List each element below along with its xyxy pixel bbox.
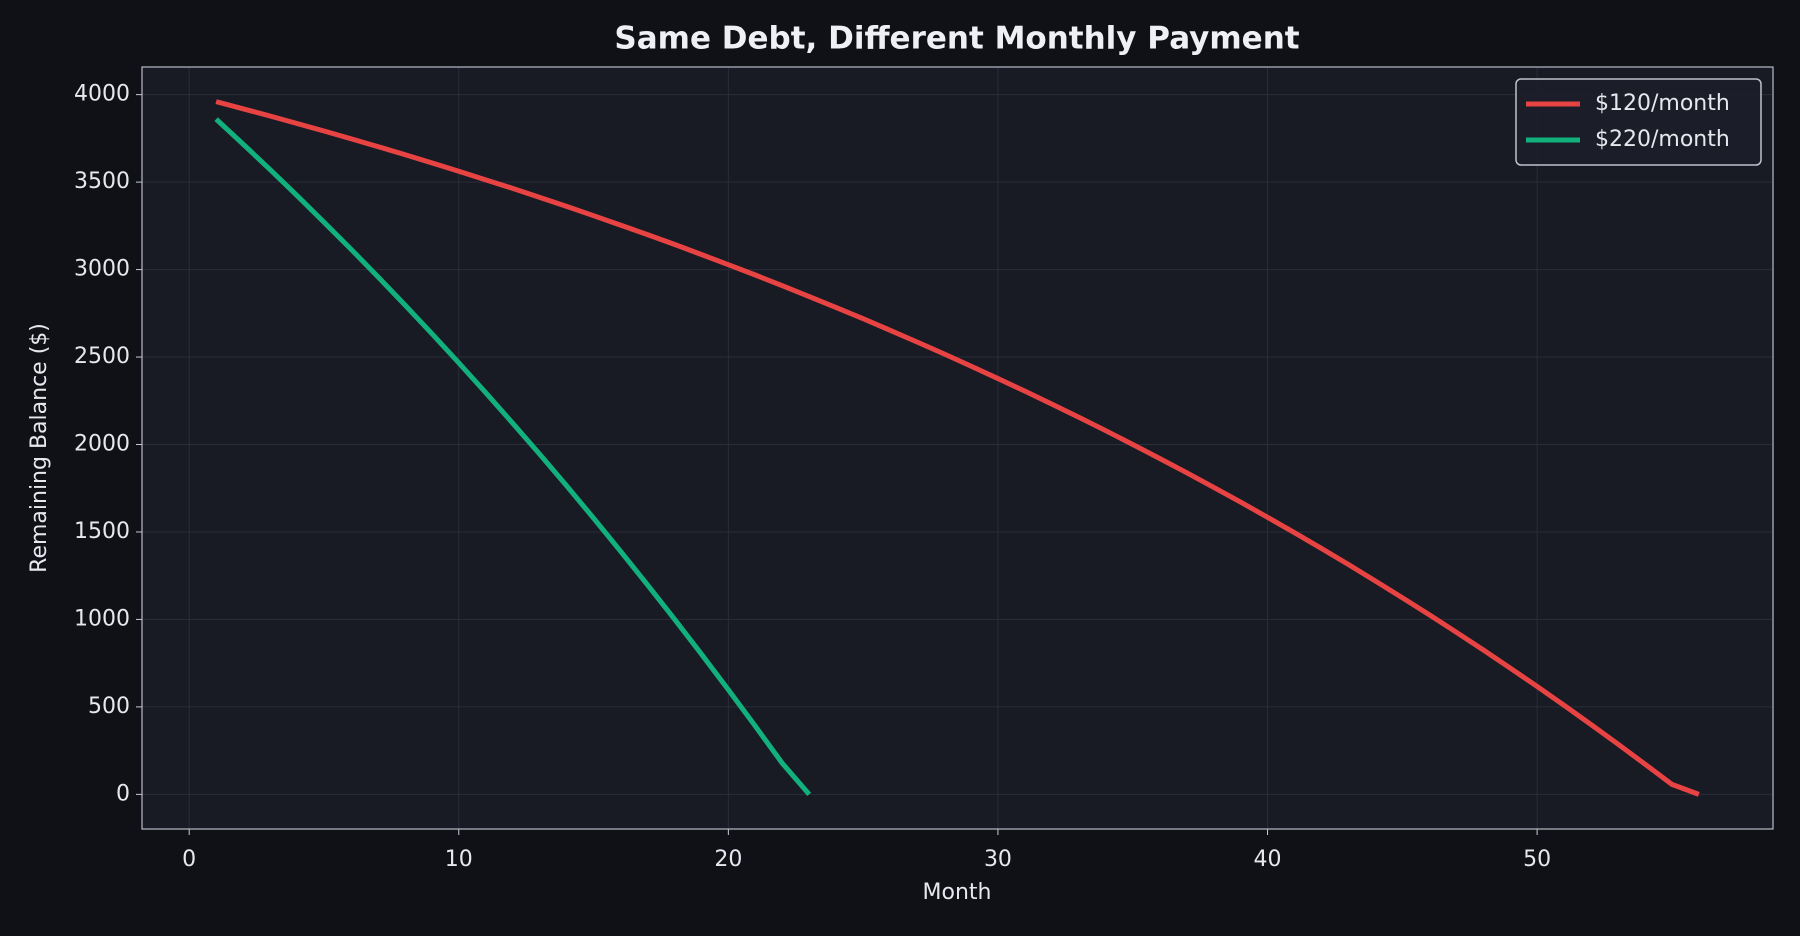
y-tick-label: 0 xyxy=(116,781,130,806)
x-tick-label: 40 xyxy=(1254,847,1282,872)
chart-title: Same Debt, Different Monthly Payment xyxy=(614,21,1299,57)
y-tick-label: 4000 xyxy=(74,82,130,107)
y-axis-label: Remaining Balance ($) xyxy=(27,323,52,573)
legend-box xyxy=(1515,78,1762,166)
y-tick-label: 3000 xyxy=(74,257,130,282)
plot-frame xyxy=(141,66,1774,830)
y-tick-label: 2500 xyxy=(74,344,130,369)
y-tick-label: 3500 xyxy=(74,169,130,194)
x-tick-label: 30 xyxy=(984,847,1012,872)
series-line xyxy=(214,117,812,797)
series-line xyxy=(215,99,1700,797)
legend-label: $220/month xyxy=(1595,127,1730,152)
y-tick-label: 1000 xyxy=(74,606,130,631)
plot-area xyxy=(142,67,1773,829)
legend-label: $120/month xyxy=(1595,91,1730,116)
x-tick-label: 0 xyxy=(182,847,196,872)
x-tick-label: 10 xyxy=(445,847,473,872)
x-tick-label: 50 xyxy=(1523,847,1551,872)
x-tick-label: 20 xyxy=(714,847,742,872)
legend: $120/month $220/month xyxy=(1515,78,1762,166)
x-axis-label: Month xyxy=(923,880,992,905)
y-tick-label: 2000 xyxy=(74,432,130,457)
y-tick-label: 1500 xyxy=(74,519,130,544)
y-tick-label: 500 xyxy=(88,694,130,719)
